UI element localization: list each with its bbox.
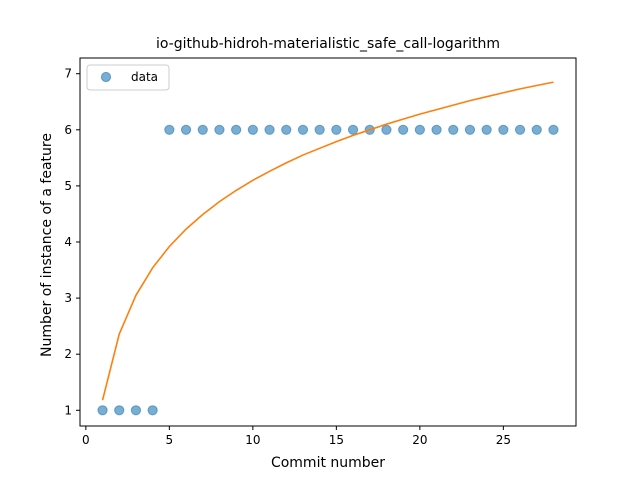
axis-ticks: 0 5 10 15 20 25 1 2 3 4 5 6 7 (64, 67, 511, 447)
y-axis-label: Number of instance of a feature (39, 133, 55, 357)
y-tick-label: 7 (64, 67, 72, 81)
data-point (448, 124, 459, 135)
data-point (414, 124, 425, 135)
data-point (498, 124, 509, 135)
legend-box (86, 64, 170, 91)
data-point (147, 405, 158, 416)
data-point (347, 124, 359, 135)
y-tick-label: 1 (64, 403, 72, 417)
plot-frame (79, 57, 577, 427)
data-point (231, 124, 242, 135)
chart-title: io-github-hidroh-materialistic_safe_call… (156, 36, 500, 52)
x-tick-label: 15 (329, 433, 344, 447)
data-point (247, 124, 258, 135)
data-point (514, 124, 526, 135)
fit-line (101, 81, 554, 401)
data-point (464, 124, 476, 135)
y-tick-label: 2 (64, 347, 72, 361)
x-axis-label: Commit number (271, 455, 385, 471)
data-point (264, 124, 275, 135)
data-point (381, 124, 392, 135)
data-point (130, 405, 142, 416)
y-tick-label: 4 (64, 235, 72, 249)
x-tick-label: 25 (496, 433, 511, 447)
x-tick-label: 20 (412, 433, 427, 447)
x-tick-label: 5 (166, 433, 174, 447)
data-point (398, 124, 409, 135)
x-tick-label: 0 (82, 433, 90, 447)
y-tick-label: 3 (64, 291, 72, 305)
legend-marker-data (100, 71, 112, 83)
data-point (97, 405, 108, 416)
data-point (481, 124, 492, 135)
y-tick-label: 6 (64, 123, 72, 137)
plot-area (97, 81, 559, 416)
data-point (214, 124, 225, 135)
data-point (431, 124, 442, 135)
data-point (164, 124, 175, 135)
data-point (180, 124, 192, 135)
data-point (314, 124, 325, 135)
data-point (297, 124, 309, 135)
data-point (548, 124, 559, 135)
data-point (331, 124, 342, 135)
data-point (197, 124, 208, 135)
y-tick-label: 5 (64, 179, 72, 193)
legend: data (86, 64, 170, 91)
data-point (114, 405, 125, 416)
legend-label-data: data (131, 70, 158, 84)
data-point (531, 124, 542, 135)
data-point (281, 124, 292, 135)
x-tick-label: 10 (245, 433, 260, 447)
